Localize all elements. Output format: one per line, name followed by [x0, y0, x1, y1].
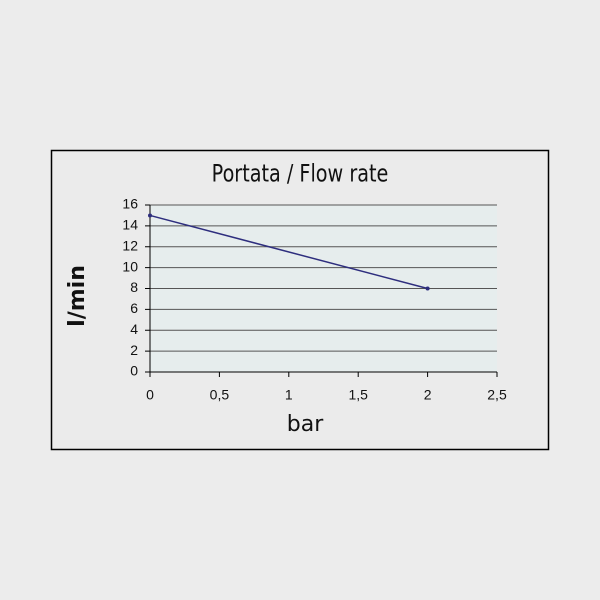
y-tick-label: 14 [122, 217, 138, 233]
y-tick-label: 6 [130, 300, 138, 316]
x-tick-label: 1 [285, 387, 293, 403]
x-tick-label: 2 [424, 387, 432, 403]
x-tick-label: 2,5 [487, 387, 507, 403]
x-axis-label: bar [287, 412, 324, 437]
series-line [149, 214, 428, 290]
y-tick-label: 8 [130, 279, 138, 295]
y-axis-label: l/min [65, 265, 90, 327]
chart-title: Portata / Flow rate [212, 161, 389, 189]
y-tick-label: 4 [130, 321, 138, 337]
x-tick-label: 0 [146, 387, 154, 403]
y-tick-label: 10 [122, 258, 138, 274]
y-tick-label: 0 [130, 363, 138, 379]
y-tick-label: 16 [122, 196, 138, 212]
point [425, 286, 430, 291]
x-tick-label: 0,5 [210, 387, 230, 403]
point [148, 213, 152, 218]
y-tick-label: 12 [122, 237, 138, 253]
x-tick-label: 1,5 [348, 387, 368, 403]
y-tick-label: 2 [130, 342, 138, 358]
